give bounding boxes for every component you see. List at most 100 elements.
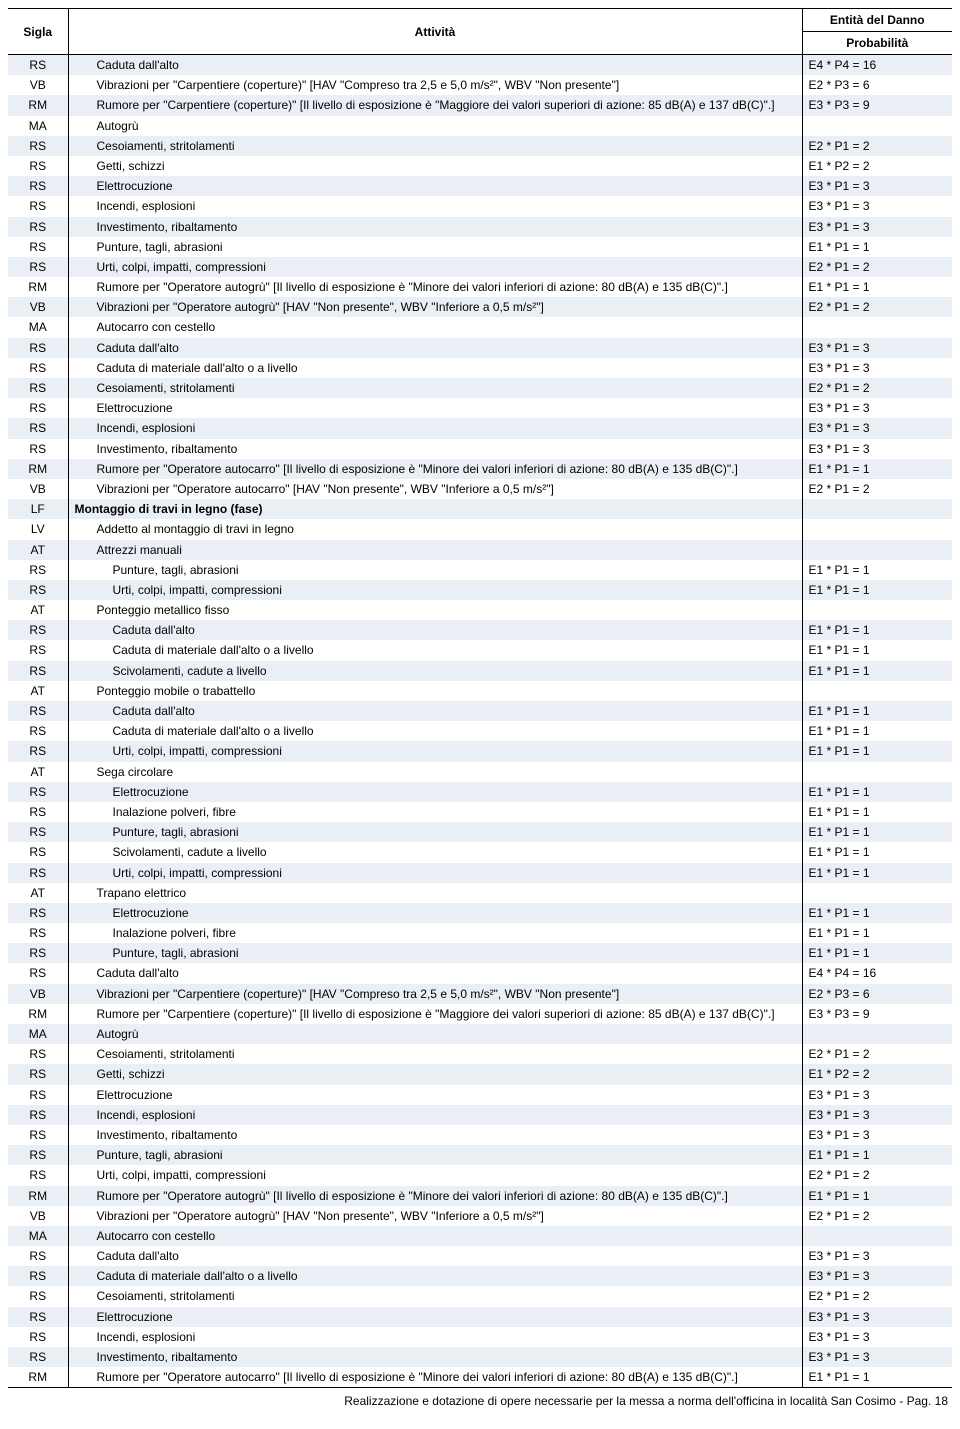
table-row: ATPonteggio mobile o trabattello [8,681,952,701]
cell-sigla: RS [8,1347,68,1367]
cell-sigla: AT [8,883,68,903]
cell-sigla: RS [8,1064,68,1084]
table-row: RSGetti, schizziE1 * P2 = 2 [8,1064,952,1084]
cell-attivita: Caduta dall'alto [68,338,802,358]
cell-formula: E3 * P1 = 3 [802,398,952,418]
cell-formula: E1 * P1 = 1 [802,620,952,640]
cell-attivita: Caduta dall'alto [68,1246,802,1266]
cell-formula: E2 * P3 = 6 [802,75,952,95]
cell-formula: E1 * P1 = 1 [802,277,952,297]
cell-formula: E2 * P3 = 6 [802,984,952,1004]
cell-formula: E2 * P1 = 2 [802,1286,952,1306]
cell-sigla: RS [8,1266,68,1286]
table-row: VBVibrazioni per "Carpentiere (coperture… [8,75,952,95]
cell-formula: E2 * P1 = 2 [802,378,952,398]
cell-attivita: Montaggio di travi in legno (fase) [68,499,802,519]
cell-attivita: Vibrazioni per "Carpentiere (coperture)"… [68,75,802,95]
cell-attivita: Autocarro con cestello [68,1226,802,1246]
cell-sigla: RS [8,560,68,580]
cell-formula: E1 * P1 = 1 [802,1367,952,1388]
cell-attivita: Elettrocuzione [68,176,802,196]
cell-formula [802,883,952,903]
cell-sigla: RS [8,257,68,277]
cell-attivita: Rumore per "Operatore autogrù" [Il livel… [68,1186,802,1206]
cell-sigla: LV [8,519,68,539]
cell-formula [802,519,952,539]
cell-formula [802,116,952,136]
cell-formula: E1 * P1 = 1 [802,701,952,721]
cell-sigla: RS [8,640,68,660]
cell-sigla: RS [8,923,68,943]
cell-attivita: Inalazione polveri, fibre [68,802,802,822]
cell-formula: E2 * P1 = 2 [802,1165,952,1185]
cell-sigla: RM [8,1186,68,1206]
table-row: RSIncendi, esplosioniE3 * P1 = 3 [8,1105,952,1125]
cell-sigla: MA [8,317,68,337]
table-row: RSPunture, tagli, abrasioniE1 * P1 = 1 [8,237,952,257]
cell-sigla: RS [8,863,68,883]
cell-attivita: Elettrocuzione [68,903,802,923]
cell-sigla: VB [8,297,68,317]
cell-attivita: Rumore per "Operatore autocarro" [Il liv… [68,459,802,479]
table-row: RSUrti, colpi, impatti, compressioniE2 *… [8,1165,952,1185]
table-row: RSGetti, schizziE1 * P2 = 2 [8,156,952,176]
cell-formula: E1 * P1 = 1 [802,903,952,923]
cell-formula: E2 * P1 = 2 [802,479,952,499]
cell-attivita: Elettrocuzione [68,782,802,802]
cell-sigla: RM [8,95,68,115]
cell-formula: E4 * P4 = 16 [802,963,952,983]
cell-sigla: RS [8,1085,68,1105]
table-row: RSCaduta di materiale dall'alto o a live… [8,358,952,378]
cell-attivita: Scivolamenti, cadute a livello [68,842,802,862]
table-row: RSUrti, colpi, impatti, compressioniE1 *… [8,863,952,883]
cell-attivita: Caduta dall'alto [68,963,802,983]
cell-sigla: VB [8,1206,68,1226]
cell-formula: E3 * P1 = 3 [802,1125,952,1145]
cell-attivita: Investimento, ribaltamento [68,1347,802,1367]
cell-formula: E3 * P1 = 3 [802,1307,952,1327]
cell-formula: E1 * P1 = 1 [802,842,952,862]
cell-sigla: RS [8,580,68,600]
table-row: RSScivolamenti, cadute a livelloE1 * P1 … [8,661,952,681]
cell-formula: E2 * P1 = 2 [802,1044,952,1064]
table-row: RSPunture, tagli, abrasioniE1 * P1 = 1 [8,1145,952,1165]
cell-formula: E3 * P1 = 3 [802,176,952,196]
cell-formula: E1 * P1 = 1 [802,943,952,963]
cell-attivita: Rumore per "Operatore autocarro" [Il liv… [68,1367,802,1388]
cell-attivita: Caduta dall'alto [68,620,802,640]
table-row: RMRumore per "Operatore autogrù" [Il liv… [8,1186,952,1206]
cell-sigla: RS [8,398,68,418]
cell-attivita: Caduta di materiale dall'alto o a livell… [68,1266,802,1286]
table-row: RSPunture, tagli, abrasioniE1 * P1 = 1 [8,943,952,963]
cell-sigla: RS [8,358,68,378]
cell-sigla: VB [8,479,68,499]
cell-formula: E1 * P1 = 1 [802,802,952,822]
cell-sigla: RS [8,842,68,862]
cell-sigla: RM [8,459,68,479]
cell-sigla: RS [8,1105,68,1125]
cell-formula: E1 * P2 = 2 [802,1064,952,1084]
table-row: RSIncendi, esplosioniE3 * P1 = 3 [8,1327,952,1347]
table-row: MAAutocarro con cestello [8,317,952,337]
cell-attivita: Sega circolare [68,762,802,782]
table-row: RSIncendi, esplosioniE3 * P1 = 3 [8,418,952,438]
table-row: ATTrapano elettrico [8,883,952,903]
table-row: RSInvestimento, ribaltamentoE3 * P1 = 3 [8,439,952,459]
cell-attivita: Attrezzi manuali [68,540,802,560]
cell-formula [802,499,952,519]
cell-sigla: RS [8,1165,68,1185]
cell-formula: E3 * P1 = 3 [802,338,952,358]
cell-attivita: Urti, colpi, impatti, compressioni [68,257,802,277]
table-row: RSPunture, tagli, abrasioniE1 * P1 = 1 [8,560,952,580]
risk-table: Sigla Attività Entità del Danno Probabil… [8,8,952,1388]
cell-sigla: RM [8,1367,68,1388]
table-row: RSCesoiamenti, stritolamentiE2 * P1 = 2 [8,136,952,156]
table-row: RSElettrocuzioneE3 * P1 = 3 [8,1307,952,1327]
cell-sigla: RS [8,378,68,398]
table-row: RSCesoiamenti, stritolamentiE2 * P1 = 2 [8,378,952,398]
cell-sigla: AT [8,681,68,701]
table-row: RSScivolamenti, cadute a livelloE1 * P1 … [8,842,952,862]
cell-sigla: RS [8,822,68,842]
cell-attivita: Autogrù [68,116,802,136]
table-row: RSCesoiamenti, stritolamentiE2 * P1 = 2 [8,1044,952,1064]
